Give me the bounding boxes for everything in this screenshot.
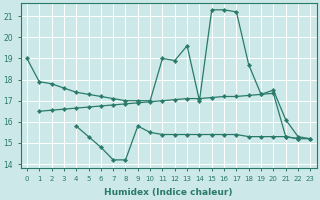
X-axis label: Humidex (Indice chaleur): Humidex (Indice chaleur) bbox=[104, 188, 233, 197]
